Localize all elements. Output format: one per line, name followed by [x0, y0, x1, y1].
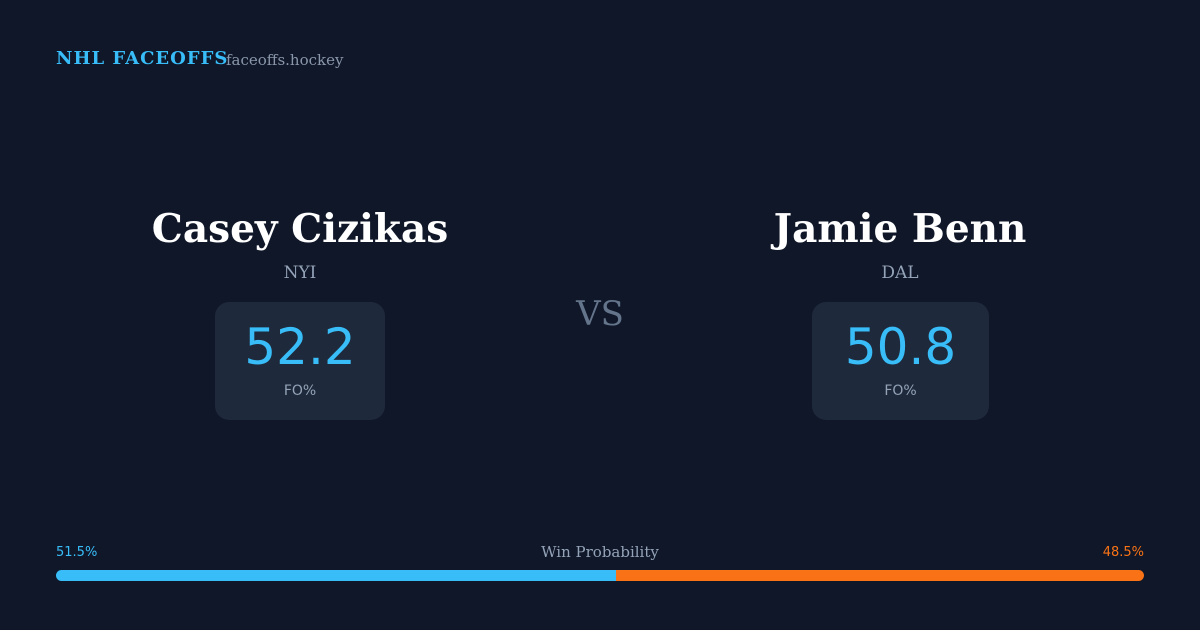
- player-name: Jamie Benn: [773, 206, 1027, 252]
- site: faceoffs.hockey: [226, 51, 344, 69]
- stat-card: 50.8 FO%: [812, 302, 989, 420]
- win-prob-title: Win Probability: [541, 543, 659, 561]
- win-prob-label: 51.5%: [56, 545, 98, 560]
- player-name: Casey Cizikas: [151, 206, 449, 252]
- win-prob-bar: [56, 570, 1144, 581]
- player-team: NYI: [283, 263, 317, 283]
- brand: NHL FACEOFFS: [56, 48, 229, 69]
- versus: VS: [576, 294, 624, 334]
- fo-label: FO%: [283, 383, 317, 399]
- win-prob-label: 48.5%: [1102, 545, 1144, 560]
- stat-card: 52.2 FO%: [215, 302, 385, 420]
- fo-value: 50.8: [844, 318, 957, 376]
- win-prob-segment: [56, 570, 617, 581]
- player-team: DAL: [881, 263, 919, 283]
- fo-label: FO%: [884, 383, 917, 399]
- fo-value: 52.2: [244, 318, 356, 376]
- win-prob-segment: [616, 570, 1144, 581]
